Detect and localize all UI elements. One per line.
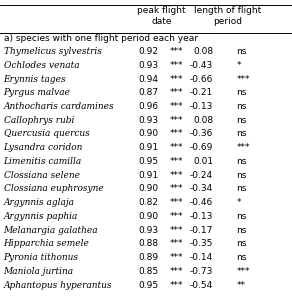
Text: ns: ns	[237, 185, 247, 194]
Text: **: **	[237, 281, 246, 290]
Text: ***: ***	[237, 143, 250, 152]
Text: 0.08: 0.08	[193, 116, 213, 125]
Text: 0.82: 0.82	[139, 198, 159, 207]
Text: -0.35: -0.35	[190, 239, 213, 249]
Text: -0.69: -0.69	[190, 143, 213, 152]
Text: Clossiana selene: Clossiana selene	[4, 171, 79, 180]
Text: period: period	[213, 17, 242, 26]
Text: ***: ***	[169, 130, 183, 139]
Text: Argynnis aglaja: Argynnis aglaja	[4, 198, 74, 207]
Text: -0.36: -0.36	[190, 130, 213, 139]
Text: date: date	[152, 17, 172, 26]
Text: 0.95: 0.95	[138, 157, 159, 166]
Text: 0.87: 0.87	[138, 88, 159, 97]
Text: ***: ***	[169, 198, 183, 207]
Text: ***: ***	[169, 185, 183, 194]
Text: Limenitis camilla: Limenitis camilla	[4, 157, 82, 166]
Text: -0.73: -0.73	[190, 267, 213, 276]
Text: 0.90: 0.90	[138, 212, 159, 221]
Text: 0.91: 0.91	[138, 171, 159, 180]
Text: Quercusia quercus: Quercusia quercus	[4, 130, 89, 139]
Text: 0.93: 0.93	[138, 61, 159, 70]
Text: -0.43: -0.43	[190, 61, 213, 70]
Text: 0.92: 0.92	[139, 47, 159, 56]
Text: -0.13: -0.13	[190, 102, 213, 111]
Text: ns: ns	[237, 226, 247, 235]
Text: 0.85: 0.85	[138, 267, 159, 276]
Text: 0.96: 0.96	[138, 102, 159, 111]
Text: a) species with one flight period each year: a) species with one flight period each y…	[4, 34, 197, 43]
Text: peak flight: peak flight	[138, 6, 186, 15]
Text: -0.13: -0.13	[190, 212, 213, 221]
Text: 0.95: 0.95	[138, 281, 159, 290]
Text: ns: ns	[237, 116, 247, 125]
Text: ***: ***	[237, 267, 250, 276]
Text: 0.08: 0.08	[193, 47, 213, 56]
Text: ns: ns	[237, 171, 247, 180]
Text: ns: ns	[237, 47, 247, 56]
Text: Clossiana euphrosyne: Clossiana euphrosyne	[4, 185, 103, 194]
Text: *: *	[237, 61, 241, 70]
Text: ns: ns	[237, 212, 247, 221]
Text: Pyronia tithonus: Pyronia tithonus	[4, 253, 79, 262]
Text: -0.66: -0.66	[190, 75, 213, 84]
Text: 0.90: 0.90	[138, 130, 159, 139]
Text: Melanargia galathea: Melanargia galathea	[4, 226, 98, 235]
Text: Pyrgus malvae: Pyrgus malvae	[4, 88, 70, 97]
Text: -0.14: -0.14	[190, 253, 213, 262]
Text: ***: ***	[169, 88, 183, 97]
Text: ns: ns	[237, 102, 247, 111]
Text: ***: ***	[169, 143, 183, 152]
Text: ***: ***	[169, 75, 183, 84]
Text: ***: ***	[169, 47, 183, 56]
Text: length of flight: length of flight	[194, 6, 261, 15]
Text: ***: ***	[169, 61, 183, 70]
Text: Anthocharis cardamines: Anthocharis cardamines	[4, 102, 114, 111]
Text: ***: ***	[169, 226, 183, 235]
Text: Thymelicus sylvestris: Thymelicus sylvestris	[4, 47, 101, 56]
Text: ***: ***	[169, 116, 183, 125]
Text: ***: ***	[237, 75, 250, 84]
Text: -0.24: -0.24	[190, 171, 213, 180]
Text: Argynnis paphia: Argynnis paphia	[4, 212, 78, 221]
Text: ns: ns	[237, 88, 247, 97]
Text: ***: ***	[169, 212, 183, 221]
Text: Erynnis tages: Erynnis tages	[4, 75, 66, 84]
Text: 0.93: 0.93	[138, 226, 159, 235]
Text: -0.21: -0.21	[190, 88, 213, 97]
Text: Hipparchia semele: Hipparchia semele	[4, 239, 89, 249]
Text: ***: ***	[169, 102, 183, 111]
Text: 0.88: 0.88	[138, 239, 159, 249]
Text: ns: ns	[237, 239, 247, 249]
Text: Callophrys rubi: Callophrys rubi	[4, 116, 74, 125]
Text: Aphantopus hyperantus: Aphantopus hyperantus	[4, 281, 112, 290]
Text: ***: ***	[169, 253, 183, 262]
Text: 0.90: 0.90	[138, 185, 159, 194]
Text: Lysandra coridon: Lysandra coridon	[4, 143, 83, 152]
Text: 0.01: 0.01	[193, 157, 213, 166]
Text: 0.93: 0.93	[138, 116, 159, 125]
Text: -0.34: -0.34	[190, 185, 213, 194]
Text: -0.17: -0.17	[190, 226, 213, 235]
Text: ***: ***	[169, 239, 183, 249]
Text: -0.46: -0.46	[190, 198, 213, 207]
Text: 0.89: 0.89	[138, 253, 159, 262]
Text: ***: ***	[169, 267, 183, 276]
Text: 0.91: 0.91	[138, 143, 159, 152]
Text: *: *	[237, 198, 241, 207]
Text: Ochlodes venata: Ochlodes venata	[4, 61, 79, 70]
Text: ***: ***	[169, 157, 183, 166]
Text: ns: ns	[237, 157, 247, 166]
Text: Maniola jurtina: Maniola jurtina	[4, 267, 74, 276]
Text: 0.94: 0.94	[139, 75, 159, 84]
Text: ***: ***	[169, 171, 183, 180]
Text: -0.54: -0.54	[190, 281, 213, 290]
Text: ns: ns	[237, 130, 247, 139]
Text: ***: ***	[169, 281, 183, 290]
Text: ns: ns	[237, 253, 247, 262]
